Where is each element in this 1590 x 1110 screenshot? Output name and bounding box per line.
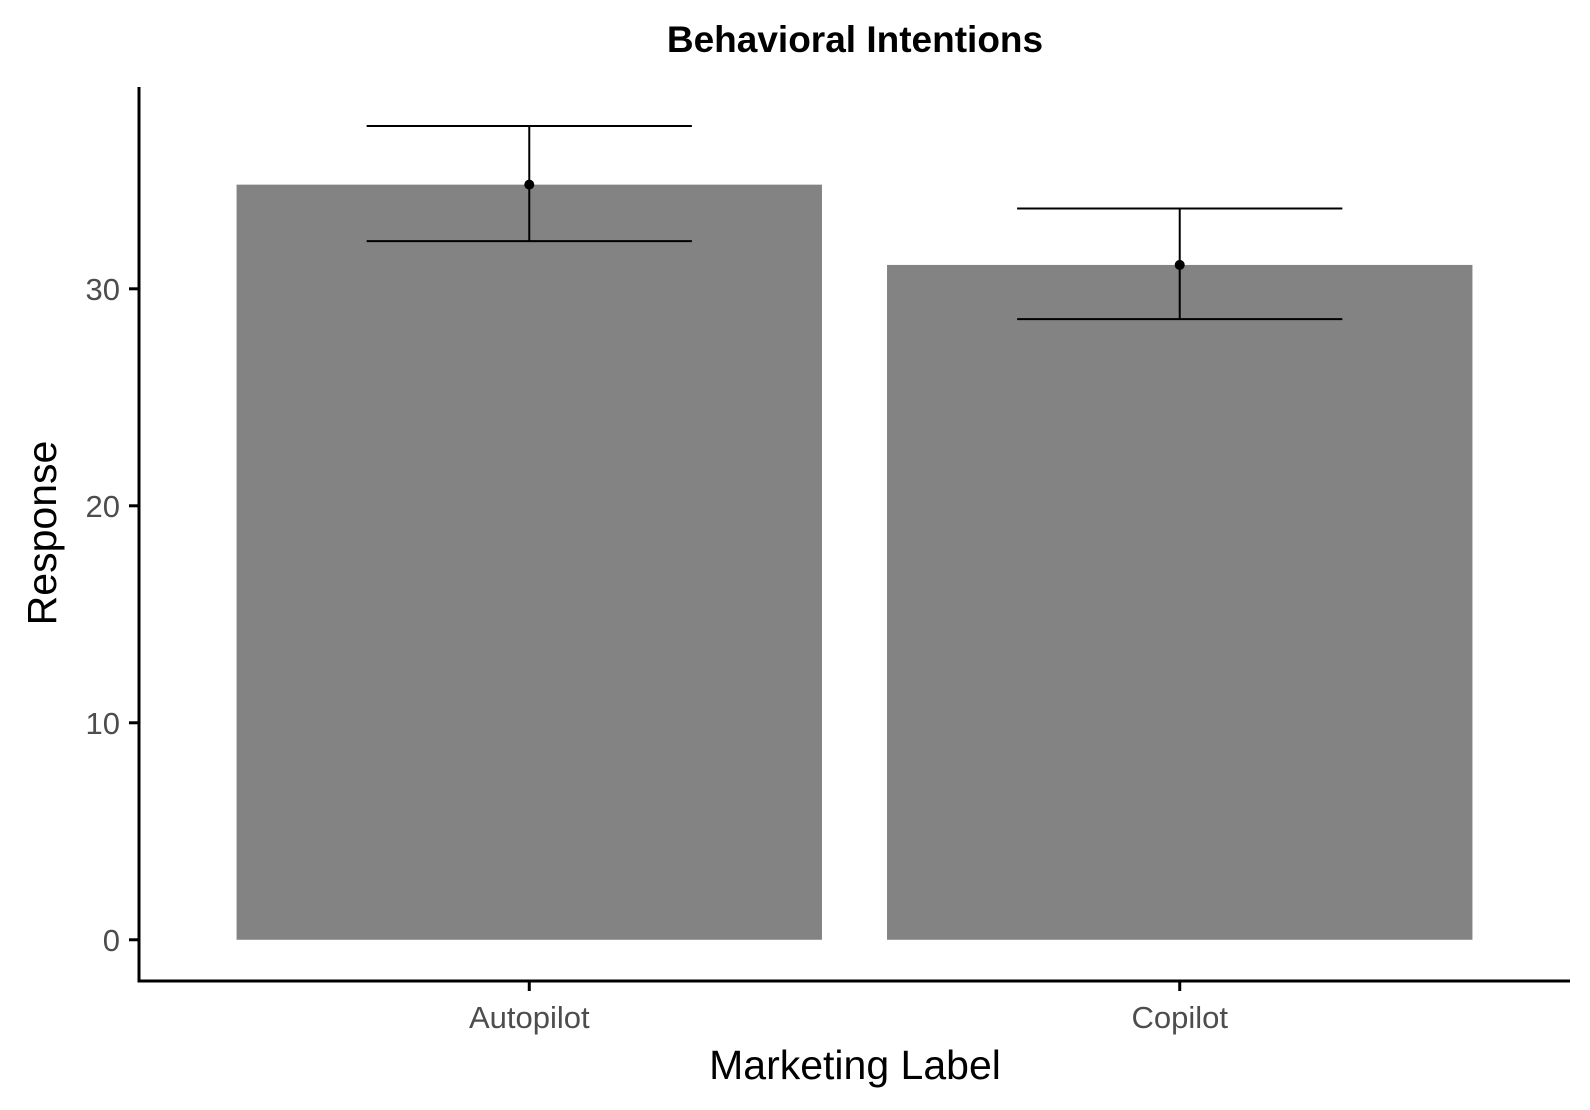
plot-area (236, 125, 1473, 940)
x-axis-ticks: Autopilot Copilot (469, 981, 1228, 1035)
x-axis-title: Marketing Label (709, 1042, 1001, 1088)
x-tick-label-autopilot: Autopilot (469, 1000, 590, 1035)
y-axis-ticks: 0 10 20 30 (86, 272, 139, 958)
mean-point-copilot (1174, 259, 1185, 270)
x-tick-label-copilot: Copilot (1131, 1000, 1228, 1035)
y-tick-label-10: 10 (86, 706, 120, 741)
bar-autopilot (236, 184, 822, 940)
bar-copilot (887, 264, 1473, 940)
mean-point-autopilot (524, 179, 535, 190)
y-axis-title: Response (19, 441, 65, 626)
chart-title: Behavioral Intentions (667, 19, 1043, 60)
y-tick-label-0: 0 (103, 923, 120, 958)
y-tick-label-20: 20 (86, 489, 120, 524)
y-tick-label-30: 30 (86, 272, 120, 307)
